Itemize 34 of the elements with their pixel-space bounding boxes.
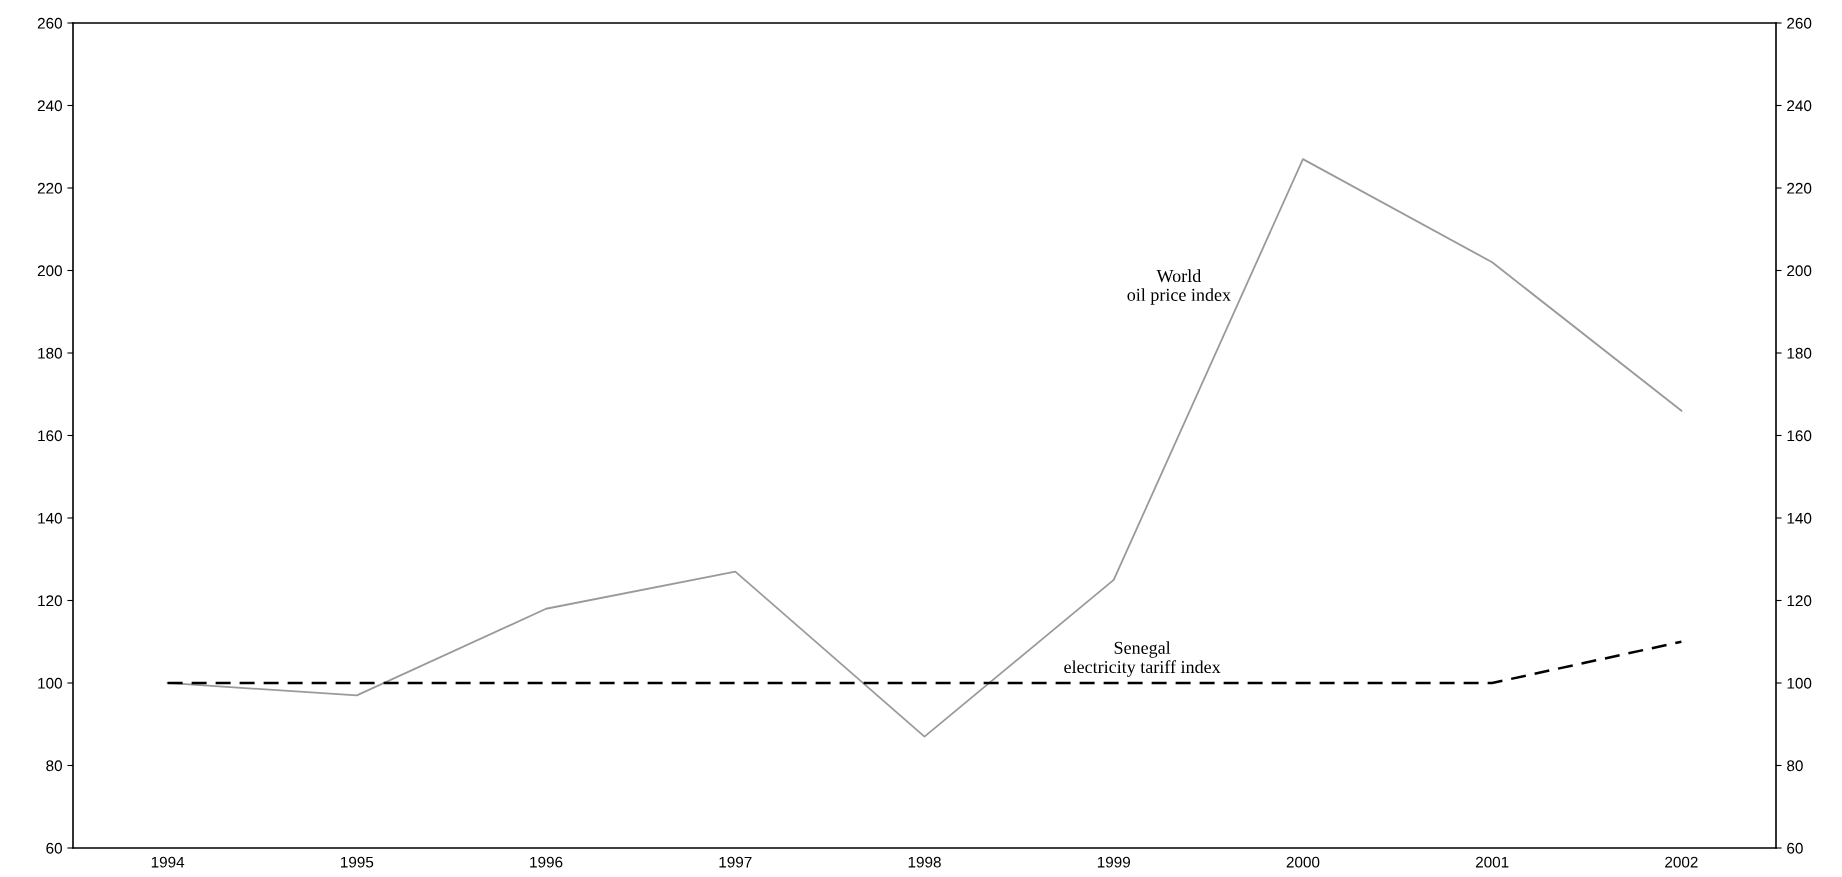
y-tick-label: 240 bbox=[37, 100, 62, 112]
y2-tick-label: 200 bbox=[1787, 265, 1812, 277]
x-tick-label: 1999 bbox=[1097, 856, 1130, 868]
y-tick-label: 120 bbox=[38, 595, 62, 607]
y2-tick-label: 80 bbox=[1787, 760, 1803, 772]
line-series bbox=[166, 158, 1683, 738]
y2-tick-label: 180 bbox=[1787, 347, 1812, 359]
y-tick-label: 100 bbox=[38, 677, 62, 689]
y-tick-label: 220 bbox=[37, 182, 62, 194]
y2-tick-label: 220 bbox=[1787, 182, 1812, 194]
x-tick-label: 2000 bbox=[1286, 856, 1320, 868]
y2-tick-label: 140 bbox=[1787, 512, 1812, 524]
x-tick-label: 1994 bbox=[151, 856, 185, 868]
y2-tick-label: 100 bbox=[1787, 677, 1812, 689]
y-tick-label: 160 bbox=[38, 430, 62, 442]
y-tick-label: 200 bbox=[37, 265, 62, 277]
y2-tick-label: 240 bbox=[1787, 100, 1812, 112]
x-tick-label: 2002 bbox=[1665, 856, 1698, 868]
y2-tick-label: 120 bbox=[1787, 595, 1812, 607]
y-tick-label: 140 bbox=[38, 512, 62, 524]
y2-tick-label: 60 bbox=[1787, 842, 1803, 854]
x-tick-label: 1995 bbox=[341, 856, 374, 868]
x-tick-label: 1998 bbox=[908, 856, 941, 868]
y2-tick-label: 160 bbox=[1787, 430, 1812, 442]
y-tick-label: 60 bbox=[46, 842, 62, 854]
y2-tick-label: 260 bbox=[1787, 17, 1812, 29]
series-label: Senegal electricity tariff index bbox=[1064, 641, 1221, 677]
x-tick-label: 1996 bbox=[530, 856, 563, 868]
y-tick-label: 80 bbox=[46, 760, 62, 772]
y-tick-label: 180 bbox=[38, 347, 62, 359]
series-label: World oil price index bbox=[1127, 269, 1231, 305]
y-tick-label: 260 bbox=[37, 17, 62, 29]
x-tick-label: 1997 bbox=[719, 856, 752, 868]
x-tick-label: 2001 bbox=[1475, 856, 1509, 868]
